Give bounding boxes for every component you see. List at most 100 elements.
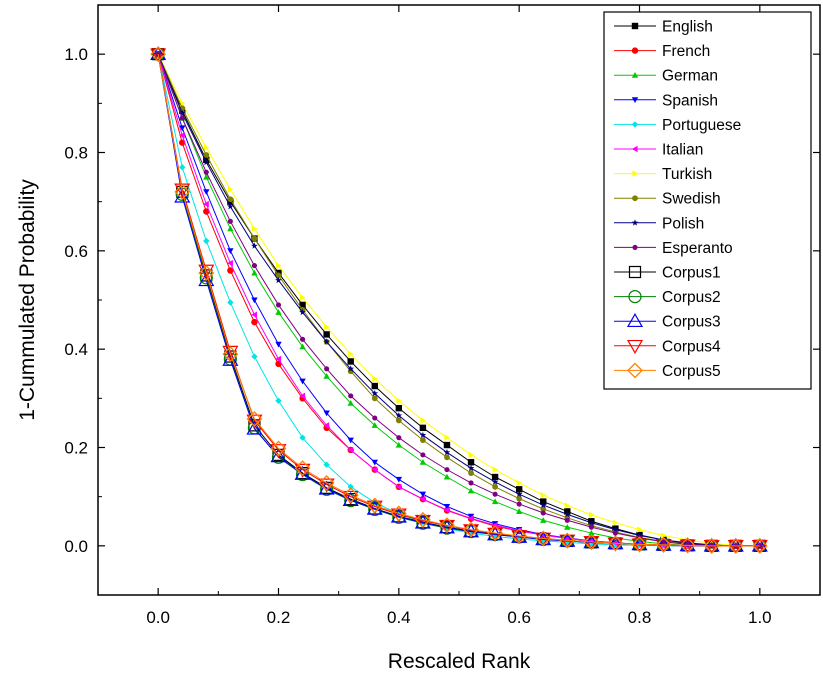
data-point [299, 308, 306, 316]
data-point [419, 431, 427, 439]
data-point [420, 452, 426, 458]
x-tick-label: 0.4 [387, 608, 411, 627]
data-point [564, 517, 570, 523]
data-point [203, 144, 210, 151]
y-tick-label: 1.0 [64, 45, 88, 64]
data-point [540, 537, 547, 545]
data-point [679, 537, 696, 552]
data-point [515, 486, 523, 493]
data-point [564, 502, 571, 509]
legend-item: Portuguese [614, 117, 741, 134]
data-point [703, 537, 720, 554]
data-point [323, 422, 330, 429]
data-point [227, 259, 233, 267]
data-point [396, 397, 403, 404]
legend-item: Corpus4 [614, 338, 721, 355]
data-point [420, 417, 427, 424]
series-line [157, 54, 760, 547]
data-point [607, 535, 624, 552]
legend-item: Corpus3 [614, 312, 721, 331]
data-point [679, 539, 696, 554]
data-point [515, 535, 523, 543]
data-point [636, 531, 643, 539]
legend-label: French [662, 43, 710, 60]
legend-marker [631, 121, 639, 128]
data-point [535, 532, 552, 547]
data-point [583, 533, 600, 550]
data-point [179, 125, 186, 132]
data-point [347, 365, 355, 372]
data-point [342, 487, 359, 504]
legend-marker [626, 312, 644, 328]
data-point [588, 511, 595, 519]
data-point [227, 248, 234, 255]
legend-label: Corpus4 [662, 338, 721, 355]
data-point [372, 375, 378, 382]
data-point [203, 173, 210, 180]
data-point [511, 528, 528, 544]
legend-item: Polish [614, 215, 704, 232]
data-point [390, 508, 407, 523]
data-point [468, 470, 474, 476]
data-point [492, 483, 498, 490]
legend: English French German Spanish Portuguese Ital… [603, 11, 812, 390]
data-point [559, 532, 576, 549]
legend-item: Swedish [614, 191, 721, 208]
data-point [491, 478, 499, 485]
data-point [661, 532, 667, 539]
data-point [178, 109, 186, 117]
data-point [323, 338, 330, 345]
x-axis-title: Rescaled Rank [388, 650, 531, 673]
data-point [679, 537, 696, 554]
data-point [467, 487, 475, 494]
data-point [251, 269, 258, 276]
data-point [516, 501, 522, 507]
data-point [444, 434, 451, 441]
legend-marker [631, 72, 639, 78]
data-point [607, 535, 624, 550]
legend-marker [628, 290, 642, 304]
data-point [251, 353, 258, 360]
data-point [299, 343, 306, 350]
data-point [588, 519, 595, 526]
data-point [344, 494, 358, 508]
data-point [251, 297, 258, 304]
data-point [443, 503, 451, 510]
data-point [174, 183, 191, 200]
data-point [155, 51, 161, 57]
data-point [631, 536, 648, 551]
data-point [419, 491, 427, 498]
data-point [294, 465, 311, 480]
series-corpus5 [150, 46, 768, 554]
data-point [246, 420, 263, 435]
data-point [323, 461, 330, 468]
data-point [564, 539, 571, 546]
legend-item: French [614, 43, 710, 60]
legend-label: Spanish [662, 92, 718, 109]
data-point [271, 450, 286, 464]
data-point [559, 534, 576, 549]
data-point [727, 539, 744, 555]
data-point [467, 464, 475, 471]
data-point [347, 400, 354, 406]
legend-label: English [662, 19, 713, 36]
data-point [416, 516, 430, 530]
data-point [371, 382, 378, 390]
data-point [251, 263, 257, 269]
x-tick-label: 0.2 [267, 608, 291, 627]
y-tick-label: 0.4 [64, 340, 88, 359]
legend-item: Corpus5 [614, 362, 721, 380]
data-point [395, 483, 402, 491]
legend-marker [632, 170, 639, 177]
data-point [612, 530, 618, 536]
x-tick-label: 0.0 [146, 608, 170, 627]
data-point [607, 537, 624, 552]
data-point [395, 404, 403, 412]
data-point [467, 515, 474, 522]
legend-label: Corpus1 [662, 265, 721, 282]
x-tick-label: 1.0 [748, 608, 772, 627]
data-point [535, 530, 552, 547]
data-point [443, 506, 450, 514]
data-point [390, 505, 407, 522]
data-point [323, 410, 330, 417]
